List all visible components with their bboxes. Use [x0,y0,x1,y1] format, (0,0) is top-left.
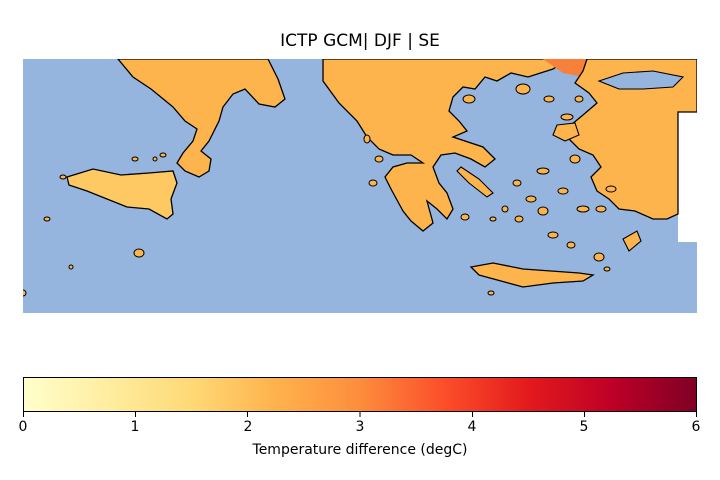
greece-land [322,59,570,232]
colorbar-tick-2: 2 [243,419,253,435]
sicily-land [66,168,178,220]
colorbar-tick-4: 4 [467,419,477,435]
colorbar-tick-0: 0 [18,419,28,435]
colorbar-tick-1: 1 [130,419,140,435]
lesbos-land [552,122,580,142]
colorbar-tick-6: 6 [691,419,701,435]
map-title: ICTP GCM| DJF | SE [280,31,440,51]
turkey-land [568,59,697,220]
italy-land [117,59,286,178]
colorbar-gradient [23,377,697,412]
missing-data-area [678,112,697,242]
colorbar-tick-3: 3 [355,419,365,435]
rhodes-land [622,230,642,252]
colorbar [23,377,697,417]
marmara-sea [597,70,685,90]
euboea-land [456,166,494,198]
colorbar-ticks [23,412,697,417]
crete-land [469,262,595,288]
aegean-islands [23,83,617,297]
colorbar-tick-5: 5 [579,419,589,435]
temperature-map [23,59,697,313]
colorbar-label: Temperature difference (degC) [252,442,468,458]
